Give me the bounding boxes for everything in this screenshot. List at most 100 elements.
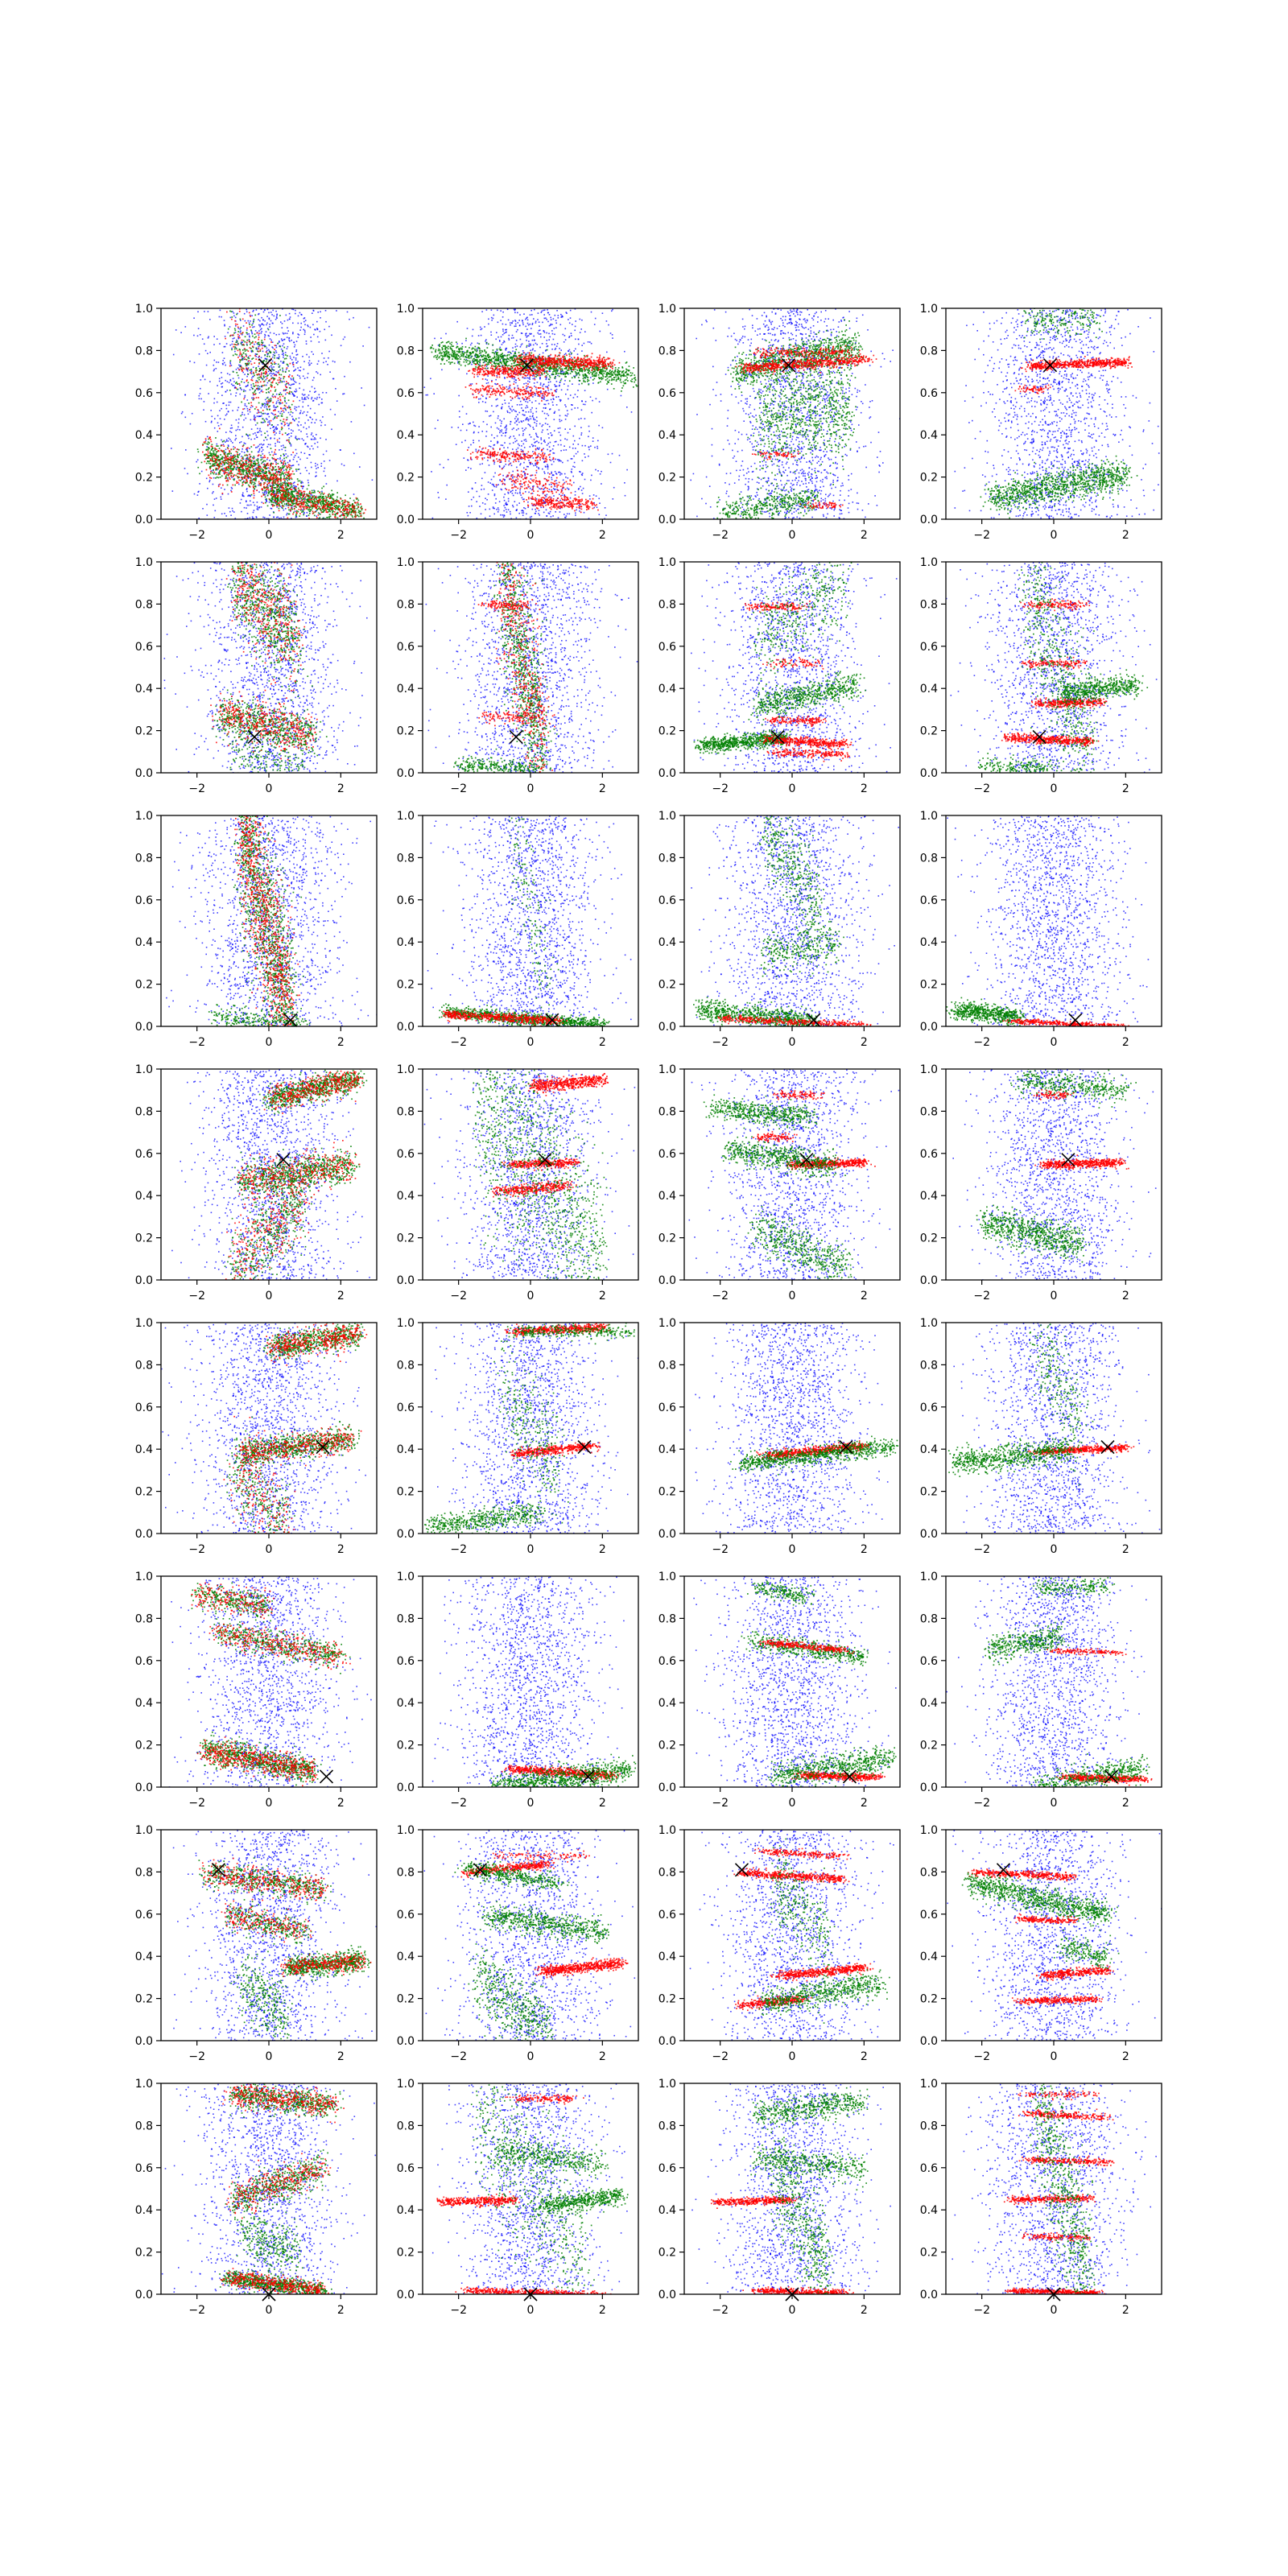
scatter-point-red [234, 455, 236, 456]
scatter-point-red [235, 461, 237, 463]
scatter-point-green [319, 496, 320, 497]
scatter-point-background [229, 431, 231, 432]
scatter-point-red [260, 476, 262, 477]
scatter-point-background [560, 460, 562, 462]
scatter-point-background [550, 511, 551, 513]
scatter-point-background [214, 517, 216, 518]
scatter-point-red [213, 465, 214, 467]
scatter-point-background [303, 427, 304, 428]
scatter-point-green [290, 500, 291, 502]
scatter-point-background [288, 423, 290, 425]
scatter-point-background [232, 508, 233, 510]
scatter-point-background [258, 389, 259, 390]
scatter-point-red [228, 458, 229, 460]
scatter-point-background [291, 340, 292, 341]
scatter-point-background [198, 328, 200, 329]
scatter-point-background [579, 471, 580, 473]
scatter-point-background [448, 459, 449, 460]
scatter-point-green [332, 497, 333, 499]
scatter-point-background [300, 366, 302, 368]
scatter-point-red [326, 497, 328, 498]
scatter-point-background [481, 514, 482, 515]
scatter-point-green [263, 360, 265, 361]
scatter-point-red [286, 486, 287, 488]
scatter-point-background [199, 353, 200, 355]
scatter-point-background [515, 441, 517, 443]
scatter-point-background [330, 409, 332, 411]
scatter-point-background [478, 432, 480, 434]
scatter-point-red [264, 482, 266, 484]
scatter-point-background [516, 467, 518, 469]
scatter-point-background [276, 429, 278, 431]
scatter-point-background [434, 338, 436, 340]
scatter-point-background [237, 367, 239, 369]
scatter-point-background [258, 452, 260, 453]
scatter-point-background [502, 324, 504, 325]
scatter-point-red [277, 440, 279, 441]
scatter-point-red [279, 382, 280, 384]
scatter-point-green [237, 456, 239, 458]
scatter-point-red [279, 379, 281, 381]
scatter-point-background [608, 324, 609, 326]
scatter-point-background [545, 423, 547, 424]
scatter-point-green [265, 497, 266, 498]
scatter-point-red [291, 477, 292, 479]
scatter-point-background [594, 324, 596, 325]
scatter-point-background [171, 448, 172, 449]
scatter-point-background [320, 317, 321, 319]
scatter-point-background [270, 320, 272, 322]
scatter-point-background [233, 312, 235, 314]
scatter-point-background [293, 459, 295, 460]
scatter-point-background [592, 400, 593, 402]
scatter-point-green [246, 465, 248, 467]
scatter-point-background [224, 357, 225, 359]
scatter-point-background [303, 376, 304, 378]
scatter-point-background [299, 312, 301, 314]
scatter-point-background [437, 419, 439, 421]
scatter-point-background [300, 327, 302, 328]
scatter-point-red [240, 352, 242, 353]
scatter-point-background [272, 310, 274, 312]
scatter-point-background [572, 324, 573, 325]
scatter-point-green [291, 493, 293, 494]
scatter-point-background [322, 392, 324, 394]
scatter-point-red [263, 381, 265, 382]
scatter-point-background [539, 378, 541, 380]
scatter-point-background [273, 427, 275, 428]
scatter-point-background [295, 382, 297, 383]
scatter-point-red [225, 472, 227, 473]
scatter-point-green [335, 514, 336, 516]
scatter-point-background [317, 442, 319, 444]
scatter-point-green [272, 497, 274, 499]
scatter-point-background [551, 344, 553, 345]
scatter-point-background [256, 516, 258, 518]
scatter-point-red [299, 506, 301, 508]
scatter-point-background [539, 321, 540, 323]
scatter-point-background [279, 431, 281, 432]
scatter-point-background [259, 450, 261, 452]
scatter-point-red [345, 506, 346, 508]
scatter-point-background [253, 433, 254, 435]
scatter-point-green [322, 496, 324, 497]
scatter-point-red [344, 502, 345, 503]
scatter-point-background [285, 352, 287, 353]
scatter-point-background [515, 411, 517, 413]
scatter-point-background [261, 317, 262, 319]
scatter-point-green [269, 499, 270, 501]
scatter-point-background [246, 406, 248, 407]
scatter-point-background [599, 514, 601, 515]
scatter-point-red [261, 344, 262, 345]
scatter-point-red [335, 506, 336, 507]
scatter-point-background [550, 408, 551, 410]
scatter-point-background [276, 316, 278, 318]
scatter-point-red [286, 465, 287, 467]
scatter-point-red [228, 448, 229, 450]
scatter-point-red [263, 502, 265, 504]
scatter-point-background [242, 427, 244, 428]
scatter-point-red [267, 484, 269, 485]
scatter-point-background [315, 329, 316, 331]
scatter-point-green [289, 443, 291, 444]
scatter-point-red [295, 493, 297, 494]
scatter-point-red [264, 455, 266, 456]
scatter-point-background [288, 384, 290, 386]
